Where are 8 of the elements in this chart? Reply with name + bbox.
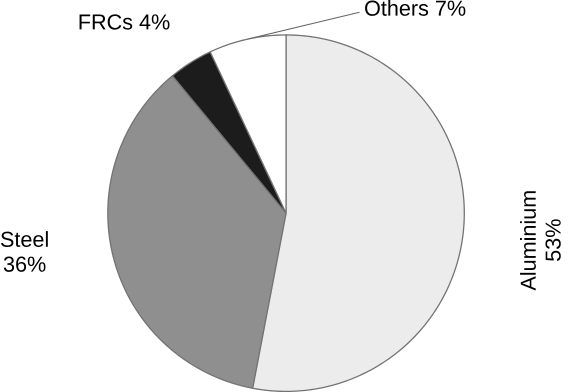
data-label: 4% bbox=[139, 14, 170, 30]
data-label: 7% bbox=[436, 0, 466, 16]
slice-label: Aluminium bbox=[520, 191, 536, 291]
slice-label: FRCs bbox=[80, 14, 132, 30]
data-label: 53% bbox=[545, 219, 561, 261]
data-label: 36% bbox=[4, 256, 46, 272]
slice-label: Others bbox=[365, 0, 428, 16]
slice-label: Steel bbox=[0, 231, 48, 247]
